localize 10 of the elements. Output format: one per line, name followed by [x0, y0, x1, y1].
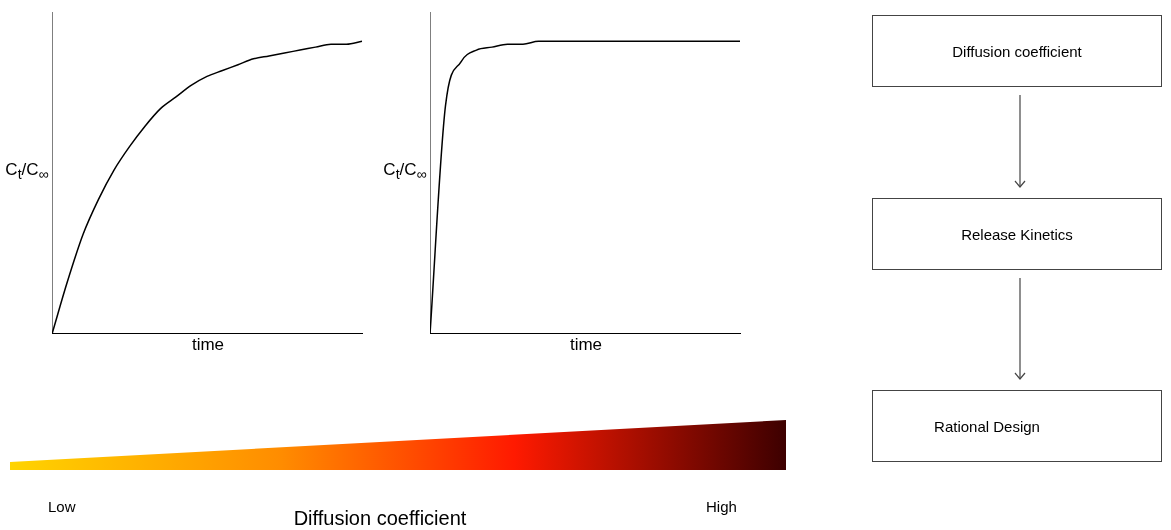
- x-axis-title: time: [190, 335, 226, 355]
- text: Diffusion coefficient: [952, 42, 1082, 60]
- text: High: [706, 498, 737, 515]
- x-axis-title: time: [568, 335, 604, 355]
- text: Low: [48, 498, 76, 515]
- text: Rational Design: [934, 417, 1040, 435]
- text: Diffusion coefficient: [292, 507, 468, 530]
- text: Release Kinetics: [961, 225, 1073, 243]
- y-axis-title: C$_{t}$/C$_{∞}$: [382, 160, 428, 183]
- y-axis-title: C$_{t}$/C$_{∞}$: [4, 160, 50, 183]
